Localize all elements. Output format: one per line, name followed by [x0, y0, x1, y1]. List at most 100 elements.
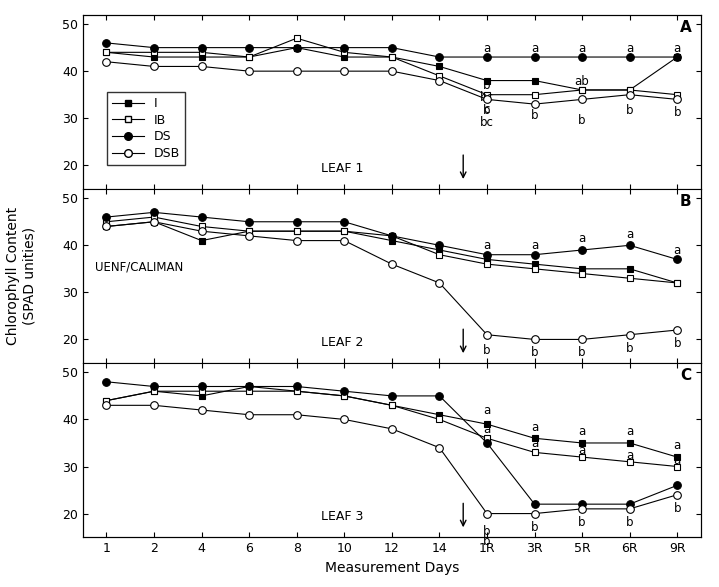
- I: [626, 86, 634, 93]
- I: [578, 86, 587, 93]
- Text: bc: bc: [480, 116, 494, 129]
- DSB: [673, 326, 682, 333]
- Text: a: a: [531, 239, 539, 252]
- Line: DS: DS: [103, 378, 681, 508]
- DS: [435, 392, 444, 399]
- DSB: [578, 336, 587, 343]
- Text: a: a: [531, 42, 539, 55]
- DS: [626, 501, 634, 508]
- Text: b: b: [483, 535, 491, 548]
- DSB: [102, 223, 111, 230]
- DS: [340, 387, 349, 394]
- DSB: [578, 96, 587, 103]
- I: [293, 44, 301, 51]
- DS: [293, 383, 301, 390]
- I: [673, 279, 682, 286]
- IB: [245, 53, 254, 60]
- DSB: [293, 411, 301, 419]
- IB: [626, 86, 634, 93]
- Text: a: a: [626, 449, 633, 462]
- Text: UENF/CALIMAN: UENF/CALIMAN: [95, 261, 183, 274]
- DSB: [245, 68, 254, 75]
- IB: [388, 402, 396, 409]
- DS: [530, 251, 539, 258]
- I: [626, 265, 634, 272]
- Line: IB: IB: [104, 35, 680, 98]
- DSB: [673, 96, 682, 103]
- Text: a: a: [483, 423, 490, 436]
- IB: [102, 49, 111, 56]
- Line: DS: DS: [103, 39, 681, 61]
- DSB: [435, 77, 444, 84]
- IB: [102, 218, 111, 225]
- Text: b: b: [626, 342, 633, 355]
- DS: [150, 44, 158, 51]
- Line: IB: IB: [104, 388, 680, 470]
- IB: [340, 392, 349, 399]
- Line: I: I: [104, 383, 680, 460]
- DSB: [482, 96, 491, 103]
- Text: a: a: [674, 454, 681, 467]
- Line: DSB: DSB: [103, 402, 681, 517]
- IB: [626, 275, 634, 282]
- Text: a: a: [674, 244, 681, 257]
- IB: [293, 387, 301, 394]
- DSB: [435, 444, 444, 451]
- IB: [435, 251, 444, 258]
- DS: [673, 256, 682, 263]
- DS: [626, 53, 634, 60]
- Text: A: A: [680, 20, 692, 35]
- IB: [482, 91, 491, 98]
- DSB: [626, 505, 634, 512]
- I: [388, 402, 396, 409]
- I: [150, 387, 158, 394]
- IB: [578, 86, 587, 93]
- DS: [293, 44, 301, 51]
- DS: [435, 242, 444, 249]
- Text: C: C: [681, 368, 692, 383]
- DSB: [388, 426, 396, 433]
- I: [340, 53, 349, 60]
- I: [197, 53, 206, 60]
- DS: [530, 501, 539, 508]
- IB: [578, 454, 587, 461]
- I: [673, 454, 682, 461]
- DSB: [197, 228, 206, 235]
- IB: [102, 397, 111, 404]
- Line: I: I: [104, 45, 680, 93]
- IB: [578, 270, 587, 277]
- Line: I: I: [104, 218, 680, 286]
- DS: [150, 209, 158, 216]
- DSB: [150, 63, 158, 70]
- Text: b: b: [531, 521, 539, 534]
- I: [435, 411, 444, 419]
- IB: [673, 463, 682, 470]
- I: [102, 49, 111, 56]
- IB: [245, 387, 254, 394]
- IB: [388, 53, 396, 60]
- IB: [245, 228, 254, 235]
- I: [482, 421, 491, 428]
- DSB: [245, 411, 254, 419]
- DSB: [197, 63, 206, 70]
- Text: LEAF 1: LEAF 1: [321, 162, 364, 175]
- I: [340, 228, 349, 235]
- I: [435, 63, 444, 70]
- DSB: [293, 68, 301, 75]
- DS: [102, 378, 111, 385]
- DSB: [150, 218, 158, 225]
- Text: b: b: [626, 516, 633, 529]
- I: [388, 53, 396, 60]
- Text: a: a: [626, 228, 633, 241]
- DS: [245, 218, 254, 225]
- I: [245, 383, 254, 390]
- DS: [197, 214, 206, 221]
- IB: [435, 416, 444, 423]
- Text: a: a: [626, 425, 633, 438]
- DSB: [626, 331, 634, 338]
- DSB: [245, 232, 254, 239]
- Text: a: a: [674, 42, 681, 55]
- DSB: [150, 402, 158, 409]
- DSB: [388, 261, 396, 268]
- Text: a: a: [483, 239, 490, 252]
